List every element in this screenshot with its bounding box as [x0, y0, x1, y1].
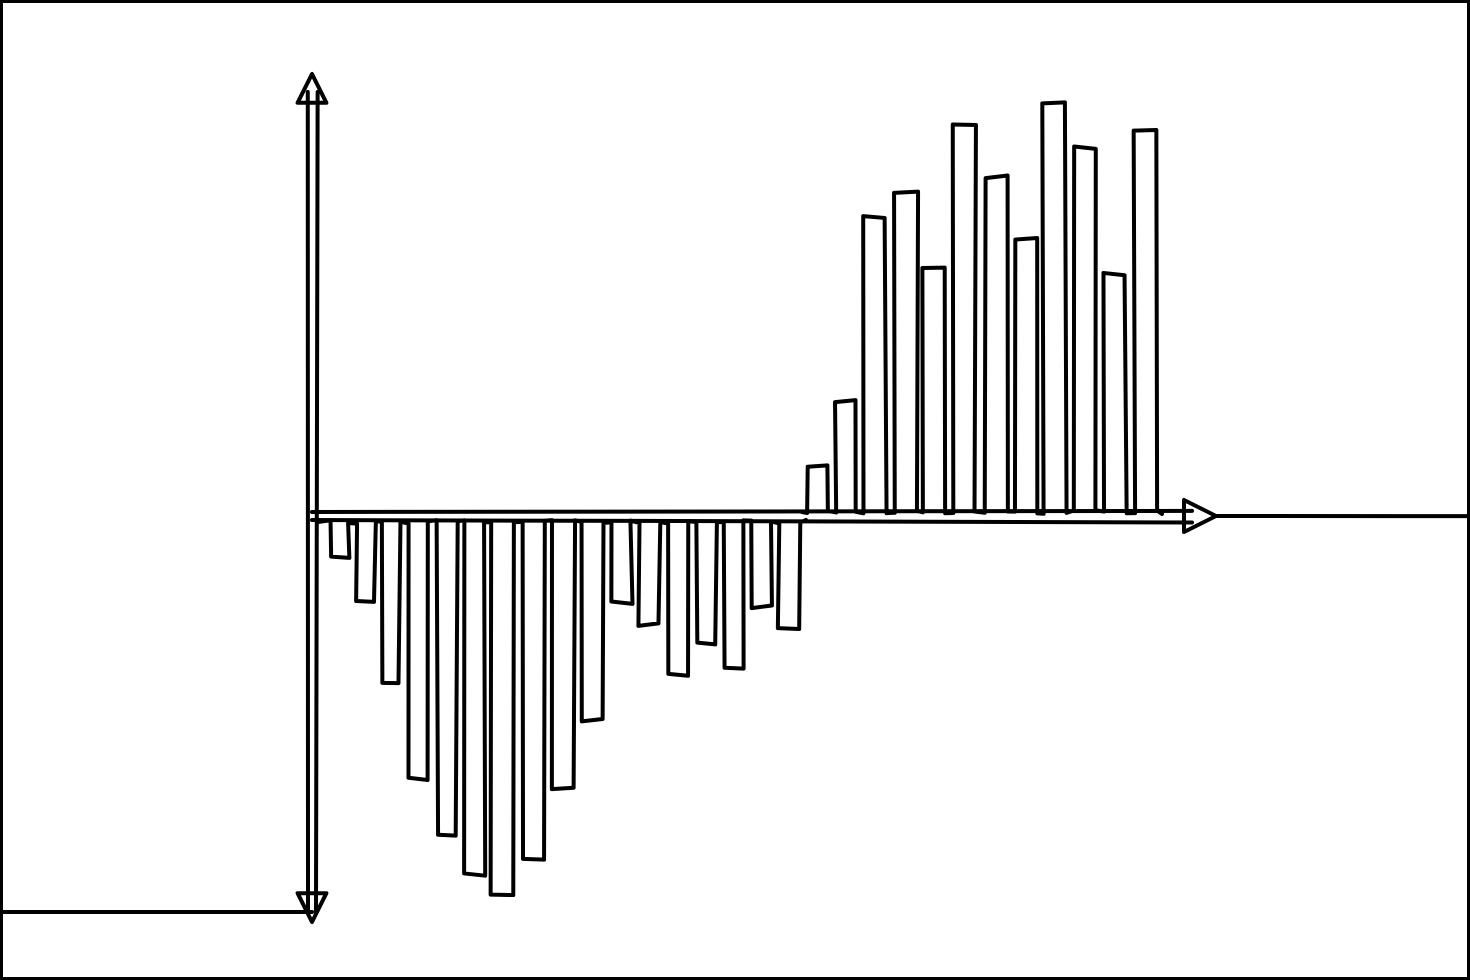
- line-art-chart: [0, 0, 1470, 980]
- chart-canvas: [0, 0, 1470, 980]
